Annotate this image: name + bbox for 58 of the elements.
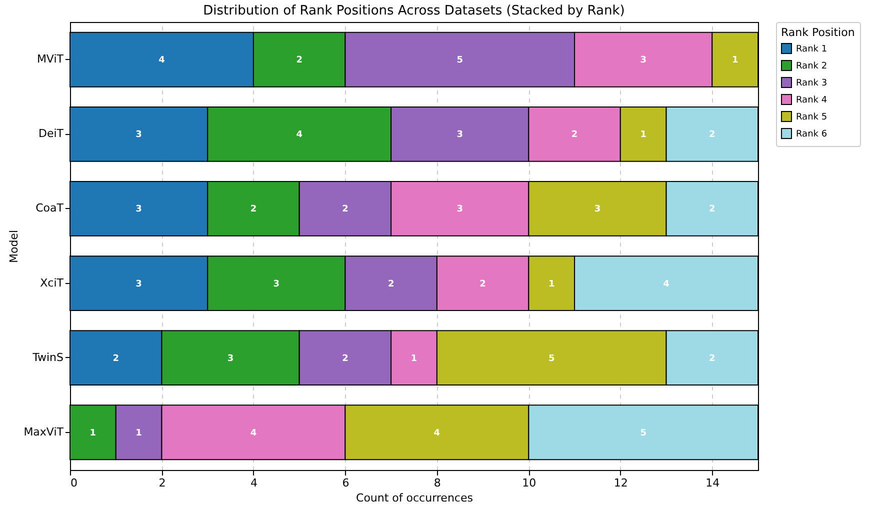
data-label: 3: [136, 279, 142, 290]
data-label: 4: [296, 130, 302, 140]
legend-label: Rank 1: [796, 44, 828, 54]
data-label: 2: [480, 279, 486, 290]
x-tick-label: 10: [522, 476, 536, 490]
data-label: 3: [136, 204, 142, 215]
data-label: 2: [571, 130, 578, 140]
data-label: 1: [136, 428, 142, 438]
data-label: 3: [640, 56, 646, 66]
x-tick-label: 4: [250, 476, 258, 490]
data-label: 3: [136, 130, 142, 140]
data-label: 5: [640, 428, 646, 438]
data-label: 4: [158, 56, 165, 66]
y-tick-label: MaxViT: [24, 425, 64, 438]
x-tick-label: 14: [706, 476, 720, 490]
data-label: 4: [250, 428, 257, 438]
legend-label: Rank 5: [796, 112, 828, 122]
x-tick-label: 8: [434, 476, 441, 490]
data-label: 5: [548, 354, 555, 364]
data-label: 1: [90, 428, 96, 438]
data-label: 3: [273, 279, 280, 290]
data-label: 2: [342, 204, 348, 215]
data-label: 2: [342, 354, 348, 364]
y-tick-label: DeiT: [38, 127, 64, 140]
y-tick-label: XciT: [40, 276, 64, 290]
x-axis-title: Count of occurrences: [356, 492, 474, 504]
x-tick-label: 6: [342, 476, 350, 490]
legend-label: Rank 4: [796, 96, 828, 106]
data-label: 3: [456, 204, 463, 215]
x-tick-label: 0: [70, 476, 78, 490]
data-label: 2: [250, 204, 257, 215]
y-axis-title: Model: [8, 230, 21, 264]
y-tick-label: MViT: [36, 52, 64, 66]
legend-label: Rank 6: [796, 130, 828, 140]
x-tick-label: 2: [158, 476, 166, 490]
x-tick-label: 12: [614, 476, 628, 490]
data-label: 5: [456, 56, 463, 66]
data-label: 1: [548, 279, 555, 290]
data-label: 3: [227, 354, 234, 364]
legend-title: Rank Position: [781, 26, 855, 39]
data-label: 2: [112, 354, 119, 364]
data-label: 2: [388, 279, 394, 290]
y-tick-label: TwinS: [32, 350, 64, 364]
data-label: 2: [709, 130, 716, 140]
data-label: 4: [434, 428, 440, 438]
legend-label: Rank 2: [796, 62, 828, 72]
data-label: 4: [663, 279, 670, 290]
data-label: 1: [640, 130, 646, 140]
data-label: 1: [410, 354, 418, 364]
data-label: 1: [732, 56, 738, 66]
data-label: 2: [709, 354, 716, 364]
data-label: 2: [709, 204, 716, 215]
data-label: 2: [296, 56, 302, 66]
data-label: 3: [594, 204, 601, 215]
y-tick-label: CoaT: [36, 202, 64, 215]
data-label: 3: [456, 130, 463, 140]
chart-title: Distribution of Rank Positions Across Datasets (Stacked by Rank): [203, 4, 625, 18]
legend-label: Rank 3: [796, 78, 828, 88]
